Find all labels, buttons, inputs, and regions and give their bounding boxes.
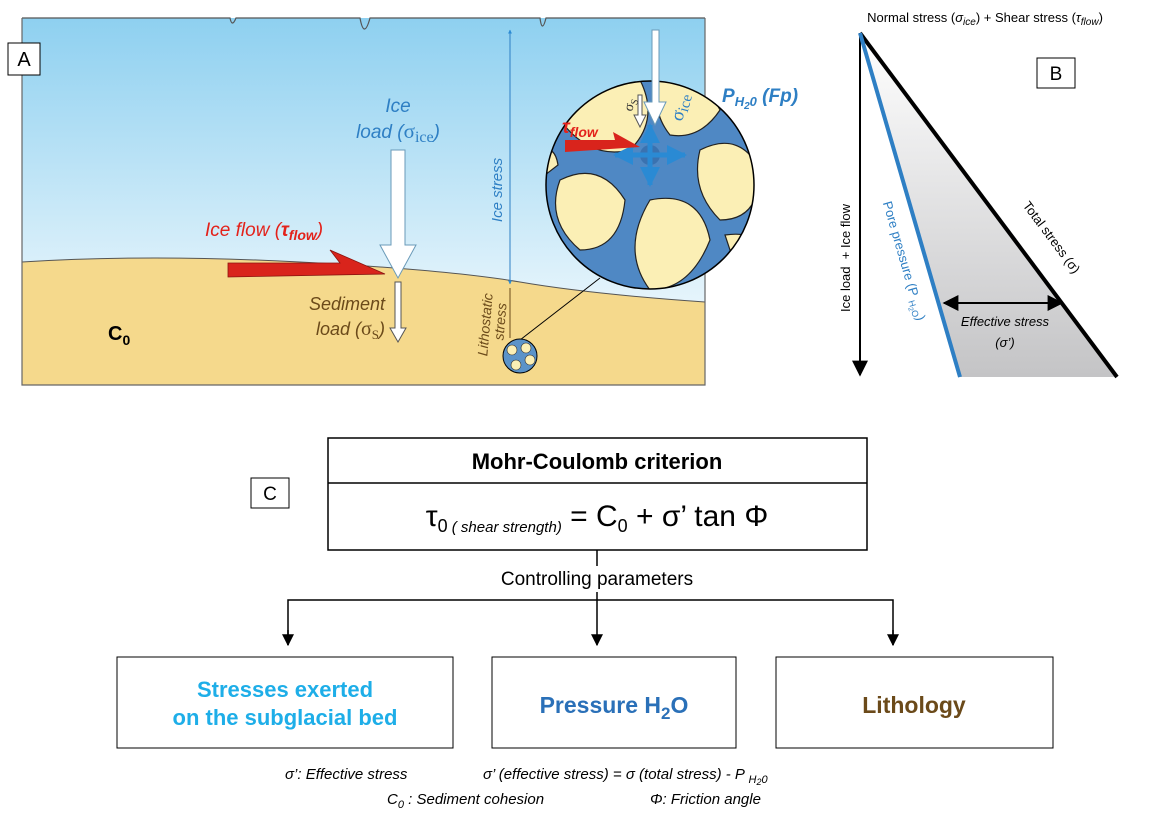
- legend-text: σ’ (effective stress) = σ (total stress)…: [483, 766, 768, 787]
- sediment-load-text: Sediment: [309, 294, 386, 314]
- zoom-line: [519, 277, 601, 341]
- sediment-load-arrow: [389, 281, 407, 344]
- panel-label: B: [1050, 64, 1063, 85]
- lithostatic-text: Lithostatic: [474, 292, 495, 356]
- effective-stress-symbol: (σ’): [995, 335, 1014, 350]
- label-box: [7, 42, 41, 76]
- param-lithology: Lithology: [862, 692, 966, 718]
- param-box: [116, 656, 454, 749]
- sample: [502, 338, 538, 374]
- param-box: [491, 656, 737, 749]
- ice-load-arrow: [379, 149, 417, 280]
- param-box: [775, 656, 1054, 749]
- zoom-pore-pressure: PH20 (Fp): [722, 86, 798, 112]
- zoom-tau: τflow: [562, 117, 599, 140]
- lithostatic-text: stress: [490, 302, 509, 341]
- legend-text: C0 : Sediment cohesion: [387, 791, 544, 811]
- ice-stress-text: Ice stress: [489, 157, 506, 222]
- label-box: [1036, 57, 1076, 89]
- tree: [282, 550, 899, 647]
- panel-label: C: [263, 484, 277, 505]
- ice-top: [22, 17, 705, 30]
- param-stresses: on the subglacial bed: [173, 705, 398, 730]
- criterion-title: Mohr-Coulomb criterion: [472, 449, 723, 474]
- label-box: [250, 477, 290, 509]
- total-stress-line: [858, 31, 1119, 379]
- criterion-box: [327, 437, 868, 551]
- param-pressure: Pressure H2O: [540, 692, 689, 723]
- panel-c: C Mohr-Coulomb criterion τ0 ( shear stre…: [116, 437, 1054, 749]
- effective-stress-label: Effective stress: [961, 314, 1050, 329]
- panel-a: A Ice load (σice) Ice flow (τflow) Sedim…: [7, 17, 798, 386]
- panel-b: Normal stress (σice) + Shear stress (τfl…: [838, 10, 1119, 379]
- top-label: Normal stress (σice) + Shear stress (τfl…: [867, 10, 1103, 28]
- legend: σ’: Effective stress σ’ (effective stres…: [285, 766, 768, 811]
- sediment-load-text: load (σS): [316, 318, 385, 342]
- connector-label: Controlling parameters: [501, 569, 693, 590]
- ice-flow-arrow: [227, 249, 386, 278]
- zoom-sigma-ice: σice: [667, 91, 696, 124]
- ice-load-text: Ice: [385, 96, 410, 117]
- ice-flow-text: Ice flow (τflow): [205, 220, 323, 243]
- ice-load-text: load (σice): [356, 119, 440, 146]
- cohesion-text: C0: [108, 323, 130, 348]
- zoom-sigma-s: σS: [621, 96, 641, 113]
- legend-text: Φ: Friction angle: [650, 791, 761, 808]
- axis-label: Ice load + Ice flow: [838, 203, 853, 312]
- pore-pressure-line: [858, 32, 962, 378]
- formula: τ0 ( shear strength) = C0 + σ’ tan Φ: [426, 500, 769, 536]
- panel-label: A: [17, 49, 31, 71]
- param-stresses: Stresses exerted: [197, 677, 373, 702]
- zoom-circle: [545, 29, 755, 290]
- legend-text: σ’: Effective stress: [285, 766, 408, 783]
